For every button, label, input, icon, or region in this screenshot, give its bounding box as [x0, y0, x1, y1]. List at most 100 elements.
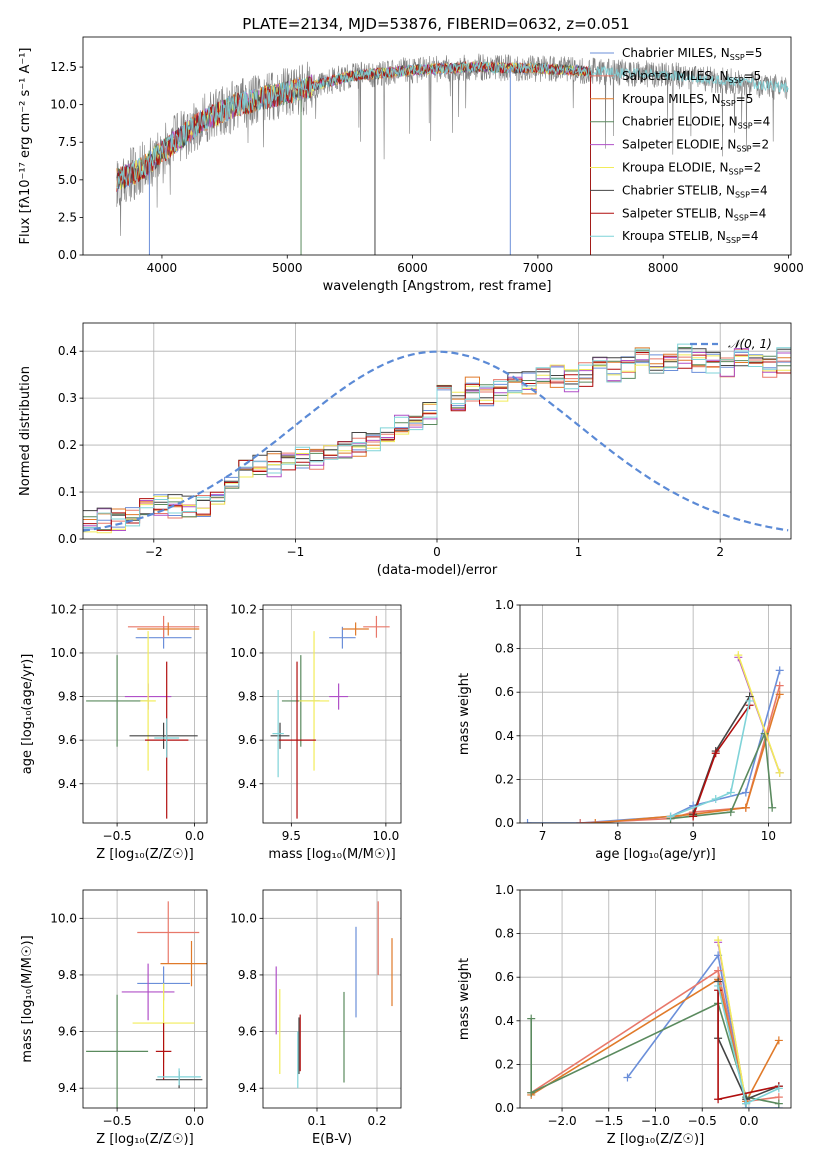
x-tick-label: 0.0	[739, 1114, 758, 1128]
weight-series	[737, 654, 781, 774]
weight-series	[530, 969, 780, 1103]
x-tick-label: 4000	[147, 261, 178, 275]
spectrum-legend: Chabrier MILES, NSSP=5 Salpeter MILES, NS…	[590, 46, 770, 245]
x-tick-label: 0.0	[185, 829, 204, 843]
y-tick-label: 10.0	[50, 911, 77, 925]
x-tick-label: 2	[716, 545, 724, 559]
legend-label: Chabrier ELODIE, NSSP=4	[622, 115, 770, 131]
plot-area	[83, 605, 207, 823]
plot-area	[83, 890, 207, 1108]
errorbar-point	[363, 615, 390, 638]
normal-curve	[83, 350, 789, 532]
x-tick-label: 10	[761, 829, 776, 843]
errorbar-point	[154, 718, 180, 758]
model-spectrum	[116, 61, 591, 255]
weight-marker	[623, 1073, 632, 1082]
x-tick-label: 6000	[397, 261, 428, 275]
weight-marker	[711, 749, 720, 758]
y-tick-label: 0.4	[58, 344, 77, 358]
weight-marker	[775, 690, 784, 699]
weight-marker	[775, 768, 784, 777]
model-spectrum	[116, 60, 591, 255]
axes-frame	[82, 322, 792, 540]
plot-area	[83, 323, 791, 539]
weight-marker	[745, 696, 754, 705]
plot-area	[520, 605, 791, 823]
axes-frame	[82, 36, 792, 256]
plot-area	[116, 53, 789, 255]
axes-frame	[82, 604, 208, 824]
weight-series	[595, 694, 781, 823]
errorbar-point	[329, 683, 349, 710]
x-axis-label: Z [log₁₀(Z/Z☉)]	[96, 847, 193, 862]
panel-spectrum: 4000 5000 6000 7000 8000 9000 0.0 2.5 5.0 7.5 10.0…	[18, 36, 804, 294]
y-tick-label: 0.1	[58, 485, 77, 499]
errorbar-point	[86, 994, 149, 1108]
y-axis-label: age [log₁₀(age/yr)]	[20, 654, 35, 775]
weight-series	[530, 978, 780, 1104]
legend-label: Salpeter MILES, NSSP=5	[622, 69, 761, 85]
errorbar-point	[127, 615, 200, 638]
y-axis-label: Normed distribution	[18, 366, 33, 496]
y-tick-label: 0.3	[58, 391, 77, 405]
plot-area	[263, 605, 401, 823]
y-tick-label: 9.8	[238, 690, 257, 704]
x-tick-label: 10.0	[373, 829, 400, 843]
x-tick-label: −2	[145, 545, 163, 559]
y-tick-label: 9.4	[58, 1081, 77, 1095]
y-axis-label: mass weight	[457, 673, 472, 755]
weight-marker	[726, 788, 735, 797]
x-tick-label: 9000	[773, 261, 804, 275]
y-tick-label: 9.8	[58, 690, 77, 704]
weight-marker	[527, 1088, 536, 1097]
x-axis-label: age [log₁₀(age/yr)]	[595, 847, 716, 862]
plot-area	[520, 890, 791, 1108]
panel-mass_weight_vs_age: 7 8 9 10 0.0 0.2 0.4 0.6 0.8 1.0 age [log₁₀(age/yr…	[457, 598, 792, 862]
model-spectrum	[116, 61, 591, 255]
y-tick-label: 10.0	[50, 646, 77, 660]
weight-series	[717, 939, 747, 1104]
y-tick-label: 0.8	[495, 927, 514, 941]
legend-label: 𝒩(0, 1)	[728, 337, 772, 351]
errorbar-point	[160, 940, 207, 987]
errorbar-point	[129, 722, 198, 749]
y-axis-label: Flux [fλ10⁻¹⁷ erg cm⁻² s⁻¹ A⁻¹]	[18, 48, 33, 245]
x-axis-label: Z [log₁₀(Z/Z☉)]	[96, 1132, 193, 1147]
y-tick-label: 0.4	[495, 1014, 514, 1028]
x-tick-label: −1.0	[641, 1114, 670, 1128]
weight-series	[626, 953, 779, 1108]
histogram-series	[83, 343, 791, 528]
x-tick-label: 0.0	[185, 1114, 204, 1128]
y-tick-label: 0.6	[495, 970, 514, 984]
x-tick-label: −0.5	[103, 829, 132, 843]
weight-marker	[714, 966, 723, 975]
axes-frame	[82, 889, 208, 1109]
weight-series	[527, 670, 781, 823]
panel-age_vs_mass: 9.5 10.0 9.4 9.6 9.8 10.0 10.2 mass [log₁₀(M/M☉…	[230, 602, 402, 862]
y-tick-label: 9.6	[238, 1025, 257, 1039]
x-axis-label: mass [log₁₀(M/M☉)]	[268, 847, 395, 862]
x-axis-label: E(B-V)	[312, 1132, 352, 1147]
weight-marker	[523, 819, 532, 823]
y-tick-label: 12.5	[50, 60, 77, 74]
y-tick-label: 0.0	[58, 248, 77, 262]
x-axis-label: wavelength [Angstrom, rest frame]	[323, 279, 552, 294]
plot-area	[263, 890, 401, 1108]
x-tick-label: 8000	[648, 261, 679, 275]
weight-series	[692, 704, 751, 817]
legend-label: Salpeter STELIB, NSSP=4	[622, 206, 766, 222]
weight-marker	[726, 808, 735, 817]
x-axis-label: Z [log₁₀(Z/Z☉)]	[607, 1132, 704, 1147]
weight-marker	[774, 1036, 783, 1045]
y-tick-label: 10.2	[50, 602, 77, 616]
weight-marker	[774, 1084, 783, 1093]
legend-label: Kroupa MILES, NSSP=5	[622, 92, 753, 108]
weight-series	[670, 730, 773, 820]
weight-series	[670, 700, 751, 818]
weight-marker	[527, 1014, 536, 1023]
legend-label: Chabrier STELIB, NSSP=4	[622, 183, 768, 199]
x-tick-label: 0.1	[307, 1114, 326, 1128]
y-tick-label: 9.6	[58, 733, 77, 747]
y-tick-label: 1.0	[495, 598, 514, 612]
